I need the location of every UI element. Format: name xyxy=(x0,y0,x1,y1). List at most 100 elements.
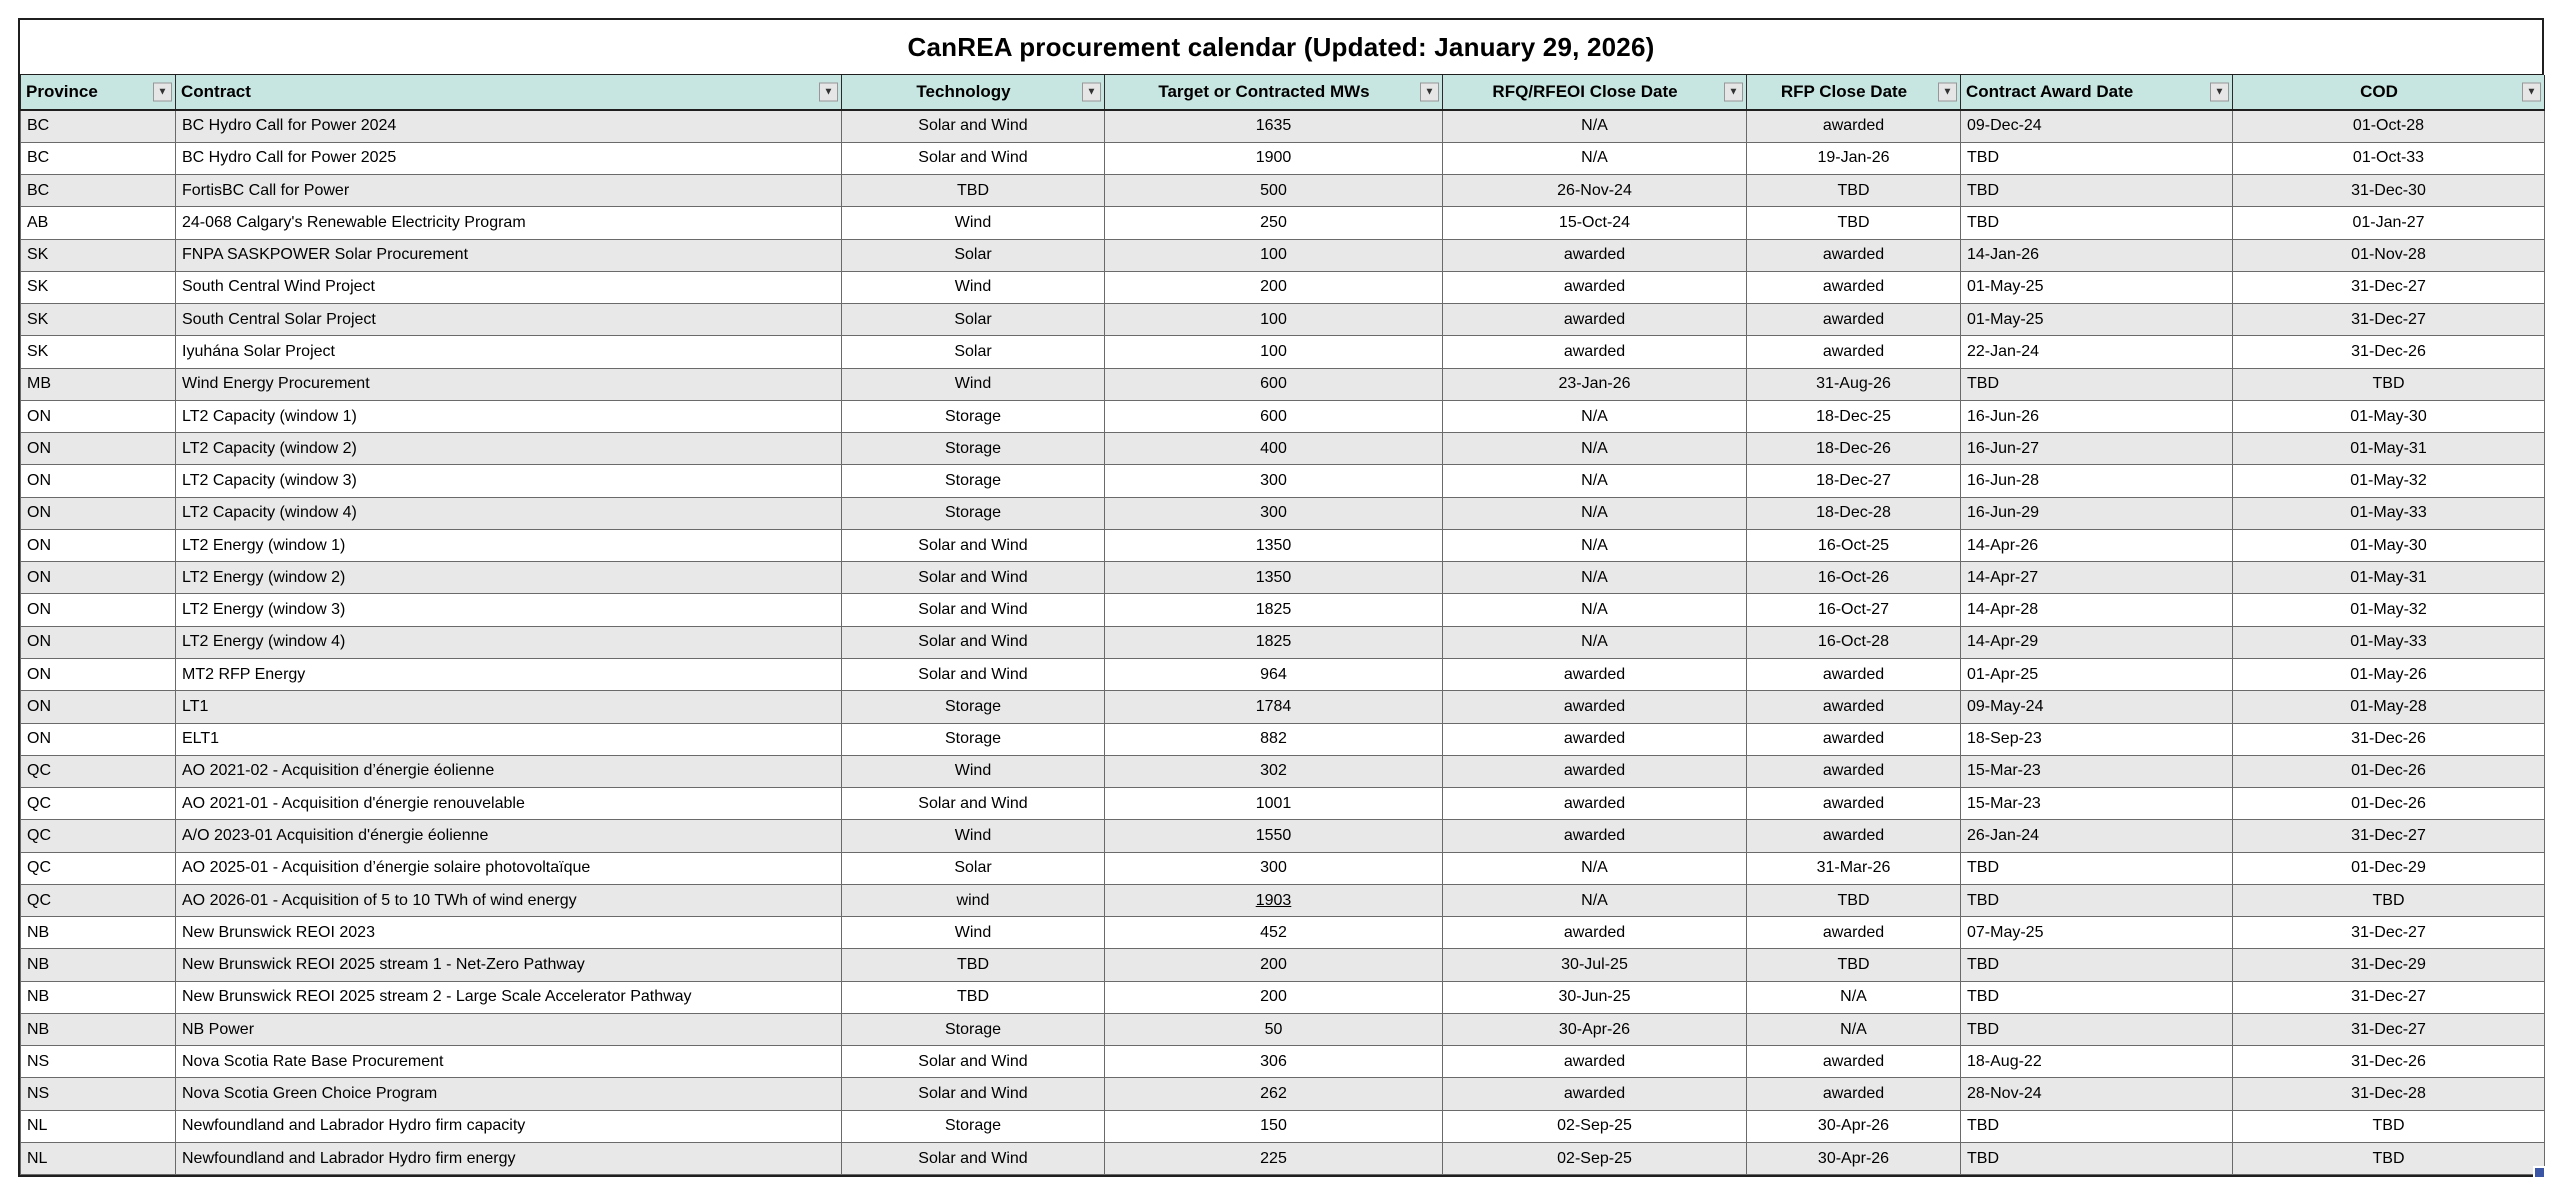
cell-rfq[interactable]: awarded xyxy=(1442,238,1747,272)
cell-mws[interactable]: 882 xyxy=(1104,722,1443,756)
column-header-contract[interactable]: Contract ▼ xyxy=(175,75,842,111)
cell-contract[interactable]: AO 2021-02 - Acquisition d’énergie éolie… xyxy=(175,754,842,789)
cell-rfq[interactable]: N/A xyxy=(1442,464,1747,498)
cell-rfp[interactable]: awarded xyxy=(1746,109,1961,143)
cell-contract[interactable]: LT2 Capacity (window 2) xyxy=(175,432,842,466)
cell-mws[interactable]: 600 xyxy=(1104,367,1443,401)
cell-award[interactable]: TBD xyxy=(1960,851,2233,885)
cell-rfp[interactable]: awarded xyxy=(1746,270,1961,305)
cell-province[interactable]: QC xyxy=(20,819,176,853)
cell-province[interactable]: SK xyxy=(20,238,176,272)
cell-province[interactable]: ON xyxy=(20,625,176,660)
cell-cod[interactable]: 31-Dec-27 xyxy=(2232,270,2545,305)
cell-award[interactable]: 14-Apr-27 xyxy=(1960,561,2233,595)
cell-award[interactable]: TBD xyxy=(1960,980,2233,1014)
cell-contract[interactable]: LT2 Capacity (window 4) xyxy=(175,496,842,530)
cell-province[interactable]: NB xyxy=(20,916,176,950)
cell-rfp[interactable]: 18-Dec-25 xyxy=(1746,399,1961,434)
cell-award[interactable]: 09-May-24 xyxy=(1960,690,2233,724)
cell-technology[interactable]: Solar and Wind xyxy=(841,658,1105,692)
cell-cod[interactable]: TBD xyxy=(2232,883,2545,918)
cell-rfq[interactable]: N/A xyxy=(1442,561,1747,595)
cell-mws[interactable]: 400 xyxy=(1104,432,1443,466)
cell-rfp[interactable]: 30-Apr-26 xyxy=(1746,1109,1961,1144)
cell-cod[interactable]: 31-Dec-26 xyxy=(2232,335,2545,369)
cell-province[interactable]: QC xyxy=(20,851,176,885)
cell-rfp[interactable]: awarded xyxy=(1746,819,1961,853)
cell-rfq[interactable]: N/A xyxy=(1442,109,1747,143)
column-header-rfp-close-date[interactable]: RFP Close Date ▼ xyxy=(1746,75,1961,111)
cell-cod[interactable]: 01-May-33 xyxy=(2232,496,2545,530)
cell-mws[interactable]: 200 xyxy=(1104,948,1443,982)
cell-award[interactable]: TBD xyxy=(1960,141,2233,176)
cell-province[interactable]: NB xyxy=(20,948,176,982)
cell-award[interactable]: 14-Apr-28 xyxy=(1960,593,2233,627)
cell-province[interactable]: MB xyxy=(20,367,176,401)
cell-rfq[interactable]: 26-Nov-24 xyxy=(1442,174,1747,208)
cell-rfp[interactable]: N/A xyxy=(1746,980,1961,1014)
cell-rfq[interactable]: N/A xyxy=(1442,593,1747,627)
cell-mws[interactable]: 100 xyxy=(1104,303,1443,337)
cell-province[interactable]: NS xyxy=(20,1045,176,1079)
cell-province[interactable]: ON xyxy=(20,464,176,498)
filter-dropdown-icon[interactable]: ▼ xyxy=(1082,82,1101,102)
cell-contract[interactable]: FortisBC Call for Power xyxy=(175,174,842,208)
cell-rfq[interactable]: awarded xyxy=(1442,303,1747,337)
cell-contract[interactable]: A/O 2023-01 Acquisition d'énergie éolien… xyxy=(175,819,842,853)
cell-rfp[interactable]: TBD xyxy=(1746,206,1961,240)
cell-mws[interactable]: 500 xyxy=(1104,174,1443,208)
filter-dropdown-icon[interactable]: ▼ xyxy=(1420,82,1439,102)
cell-technology[interactable]: Solar and Wind xyxy=(841,593,1105,627)
cell-rfp[interactable]: awarded xyxy=(1746,916,1961,950)
cell-contract[interactable]: 24-068 Calgary's Renewable Electricity P… xyxy=(175,206,842,240)
cell-province[interactable]: QC xyxy=(20,754,176,789)
cell-rfq[interactable]: N/A xyxy=(1442,399,1747,434)
cell-province[interactable]: QC xyxy=(20,787,176,821)
cell-mws[interactable]: 964 xyxy=(1104,658,1443,692)
filter-dropdown-icon[interactable]: ▼ xyxy=(153,82,172,102)
cell-province[interactable]: ON xyxy=(20,561,176,595)
cell-province[interactable]: BC xyxy=(20,141,176,176)
cell-technology[interactable]: Wind xyxy=(841,916,1105,950)
cell-cod[interactable]: TBD xyxy=(2232,1109,2545,1144)
cell-rfp[interactable]: awarded xyxy=(1746,335,1961,369)
cell-rfp[interactable]: 16-Oct-28 xyxy=(1746,625,1961,660)
cell-mws[interactable]: 1784 xyxy=(1104,690,1443,724)
cell-rfp[interactable]: awarded xyxy=(1746,754,1961,789)
cell-rfp[interactable]: awarded xyxy=(1746,722,1961,756)
cell-mws[interactable]: 1903 xyxy=(1104,883,1443,918)
cell-technology[interactable]: Wind xyxy=(841,270,1105,305)
cell-contract[interactable]: FNPA SASKPOWER Solar Procurement xyxy=(175,238,842,272)
cell-cod[interactable]: 31-Dec-26 xyxy=(2232,722,2545,756)
cell-contract[interactable]: LT1 xyxy=(175,690,842,724)
cell-mws[interactable]: 200 xyxy=(1104,270,1443,305)
cell-mws[interactable]: 1825 xyxy=(1104,625,1443,660)
cell-mws[interactable]: 200 xyxy=(1104,980,1443,1014)
cell-province[interactable]: AB xyxy=(20,206,176,240)
cell-rfp[interactable]: TBD xyxy=(1746,174,1961,208)
cell-cod[interactable]: 31-Dec-30 xyxy=(2232,174,2545,208)
cell-mws[interactable]: 250 xyxy=(1104,206,1443,240)
cell-contract[interactable]: Newfoundland and Labrador Hydro firm cap… xyxy=(175,1109,842,1144)
cell-rfq[interactable]: N/A xyxy=(1442,851,1747,885)
cell-technology[interactable]: Solar and Wind xyxy=(841,1077,1105,1111)
cell-contract[interactable]: LT2 Energy (window 2) xyxy=(175,561,842,595)
cell-rfq[interactable]: N/A xyxy=(1442,883,1747,918)
cell-cod[interactable]: 31-Dec-26 xyxy=(2232,1045,2545,1079)
cell-province[interactable]: NL xyxy=(20,1141,176,1176)
cell-contract[interactable]: South Central Solar Project xyxy=(175,303,842,337)
cell-mws[interactable]: 1350 xyxy=(1104,528,1443,563)
cell-contract[interactable]: BC Hydro Call for Power 2025 xyxy=(175,141,842,176)
cell-cod[interactable]: 31-Dec-27 xyxy=(2232,303,2545,337)
cell-contract[interactable]: BC Hydro Call for Power 2024 xyxy=(175,109,842,143)
cell-rfp[interactable]: awarded xyxy=(1746,690,1961,724)
cell-cod[interactable]: TBD xyxy=(2232,1141,2545,1176)
cell-mws[interactable]: 1900 xyxy=(1104,141,1443,176)
column-header-rfq-close-date[interactable]: RFQ/RFEOI Close Date ▼ xyxy=(1442,75,1747,111)
cell-cod[interactable]: 01-May-32 xyxy=(2232,464,2545,498)
cell-mws[interactable]: 306 xyxy=(1104,1045,1443,1079)
cell-award[interactable]: 14-Apr-26 xyxy=(1960,528,2233,563)
filter-dropdown-icon[interactable]: ▼ xyxy=(819,82,838,102)
cell-award[interactable]: 26-Jan-24 xyxy=(1960,819,2233,853)
cell-province[interactable]: BC xyxy=(20,109,176,143)
